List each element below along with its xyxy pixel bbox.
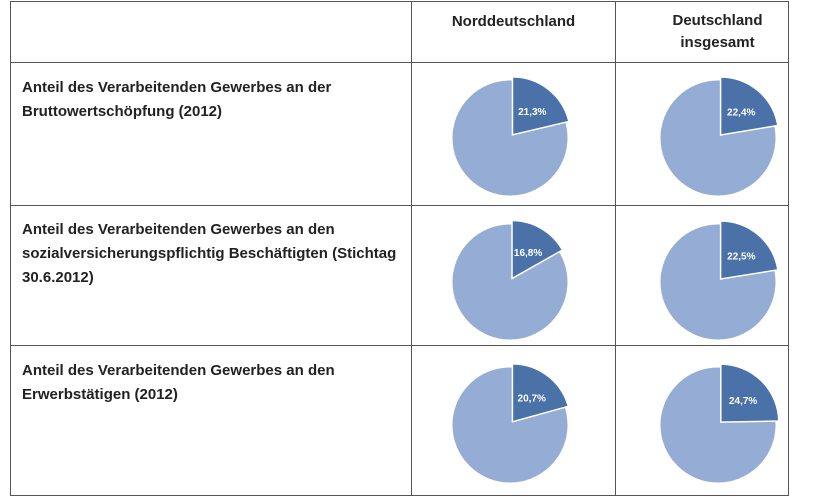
slice-label: 22,5% [727,252,755,263]
pie-slice [719,76,779,136]
slice-label: 20,7% [518,393,546,404]
slice-label: 24,7% [729,396,757,407]
row-label: Anteil des Verarbeitenden Gewerbes an de… [22,221,397,286]
pie-slice [511,219,564,280]
row-label: Anteil des Verarbeitenden Gewerbes an de… [22,362,335,403]
slice-label: 16,8% [514,248,542,259]
pie-slice [511,363,570,423]
pie-slice [511,76,570,136]
table-border [10,1,789,496]
row-label: Anteil des Verarbeitenden Gewerbes an de… [22,79,332,120]
column-header: Deutschland insgesamt [672,12,763,51]
pie-slice [720,363,780,423]
slice-label: 21,3% [518,107,546,118]
slice-label: 22,4% [727,107,755,118]
pie-slice [719,220,779,280]
column-header: Norddeutschland [451,13,576,30]
